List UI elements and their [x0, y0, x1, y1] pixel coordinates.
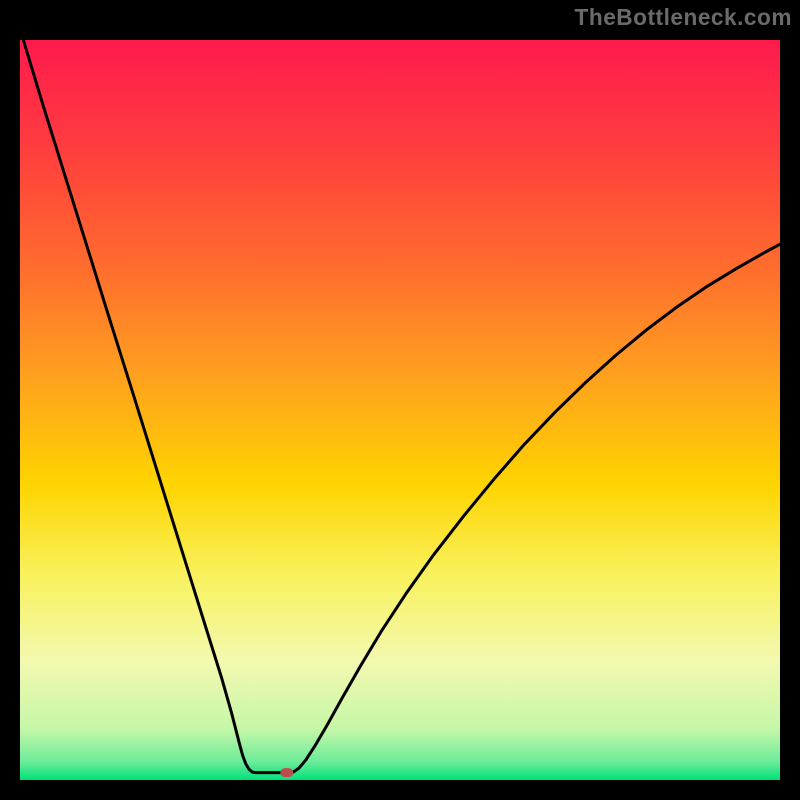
minimum-marker [280, 768, 293, 777]
bottleneck-valley-chart [0, 0, 800, 800]
watermark-label: TheBottleneck.com [575, 4, 792, 31]
plot-background [20, 40, 780, 780]
chart-container: TheBottleneck.com [0, 0, 800, 800]
